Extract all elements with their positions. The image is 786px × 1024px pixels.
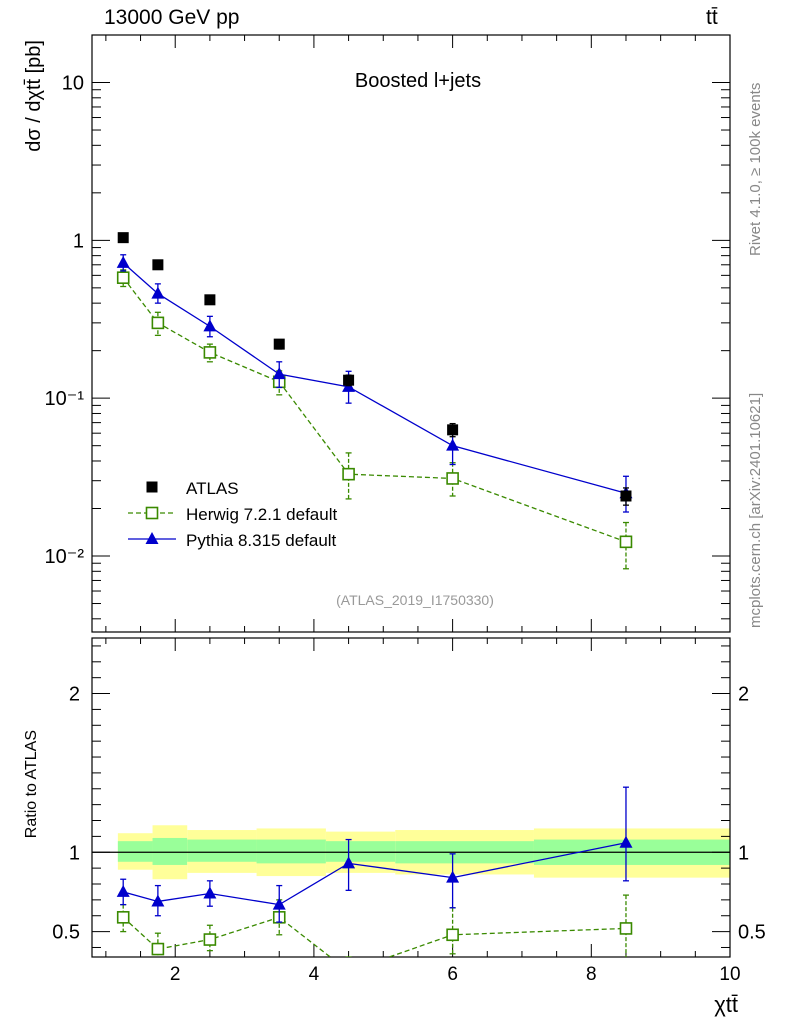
legend-label: Herwig 7.2.1 default (186, 505, 337, 524)
atlas-main-point (620, 490, 632, 502)
y-tick-label: 10 (62, 73, 84, 95)
pythia-ratio-point (342, 856, 356, 869)
pythia-main-line (122, 262, 627, 494)
pythia-main-point (446, 438, 460, 451)
panel-title: Boosted l+jets (355, 70, 481, 92)
legend-label: Pythia 8.315 default (186, 531, 337, 550)
main-panel-frame (91, 34, 731, 633)
herwig-main-point (203, 346, 217, 359)
ratio-panel-frame (91, 637, 731, 958)
pythia-ratio-point (619, 835, 633, 848)
herwig-ratio-point (343, 966, 354, 977)
herwig-ratio-point (619, 922, 633, 935)
inner-band-bin (256, 839, 326, 864)
herwig-main-line (122, 277, 627, 543)
pythia-main-point (203, 319, 217, 332)
atlas-main-point (447, 424, 459, 436)
herwig-ratio-point (446, 928, 459, 942)
herwig-main-point (151, 316, 165, 330)
energy-label: 13000 GeV pp (104, 6, 240, 29)
y-tick-label: 10⁻² (45, 546, 85, 568)
inner-band-bin (325, 841, 396, 862)
herwig-ratio-point (151, 942, 165, 956)
atlas-main-point (117, 232, 129, 244)
pythia-ratio-point (203, 886, 217, 899)
legend-label: ATLAS (186, 479, 239, 498)
herwig-ratio-point (203, 933, 217, 946)
inner-band-bin (187, 839, 257, 862)
ratio-y-axis-title: Ratio to ATLAS (23, 730, 40, 838)
x-axis-title: χtt̄ (714, 992, 738, 1017)
pythia-main-point (116, 255, 130, 268)
rivet-version-label: Rivet 4.1.0, ≥ 100k events (747, 82, 764, 256)
x-tick-label: 4 (309, 964, 320, 985)
atlas-main-point (273, 338, 285, 350)
y-tick-label: 1 (73, 230, 84, 252)
atlas-main-point (204, 294, 216, 306)
legend-marker (145, 506, 159, 520)
ratio-y-tick-label: 1 (69, 842, 80, 864)
pythia-ratio-point (272, 897, 286, 910)
x-tick-label: 10 (719, 964, 740, 985)
x-tick-label: 6 (447, 964, 458, 985)
inner-band-bin (152, 837, 188, 865)
herwig-ratio-line (122, 916, 627, 957)
mcplots-label: mcplots.cern.ch [arXiv:2401.10621] (747, 392, 764, 628)
ratio-y-tick-label-right: 0.5 (738, 922, 766, 944)
legend-marker (145, 532, 159, 544)
pythia-ratio-point (151, 894, 165, 907)
ratio-y-tick-label: 2 (69, 684, 80, 706)
analysis-watermark: (ATLAS_2019_I1750330) (336, 592, 494, 608)
ratio-y-tick-label-right: 2 (738, 684, 749, 706)
process-label: tt̄ (706, 6, 718, 29)
x-tick-label: 2 (170, 964, 181, 985)
herwig-main-point (446, 472, 459, 485)
herwig-ratio-point (116, 911, 130, 924)
y-tick-label: 10⁻¹ (45, 388, 85, 410)
pythia-main-point (272, 367, 286, 380)
pythia-main-point (151, 286, 165, 299)
ratio-y-tick-label: 0.5 (52, 922, 80, 944)
herwig-main-point (619, 535, 633, 549)
x-tick-label: 8 (586, 964, 597, 985)
atlas-main-point (343, 374, 355, 386)
atlas-main-point (152, 259, 164, 271)
herwig-main-point (116, 271, 130, 284)
legend-marker (146, 481, 158, 493)
herwig-main-point (342, 467, 355, 481)
pythia-ratio-point (446, 870, 460, 883)
herwig-main-series (116, 269, 633, 570)
herwig-ratio-series (116, 894, 633, 977)
pythia-ratio-series (116, 786, 633, 923)
legend: ATLAS Herwig 7.2.1 default Pythia 8.315 de… (128, 479, 337, 550)
ratio-y-tick-label-right: 1 (738, 842, 749, 864)
y-axis-title: dσ / dχtt̄ [pb] (23, 40, 45, 152)
pythia-main-series (116, 254, 633, 513)
pythia-ratio-point (116, 884, 130, 897)
inner-band-bin (117, 841, 153, 862)
atlas-main-series (117, 232, 632, 506)
